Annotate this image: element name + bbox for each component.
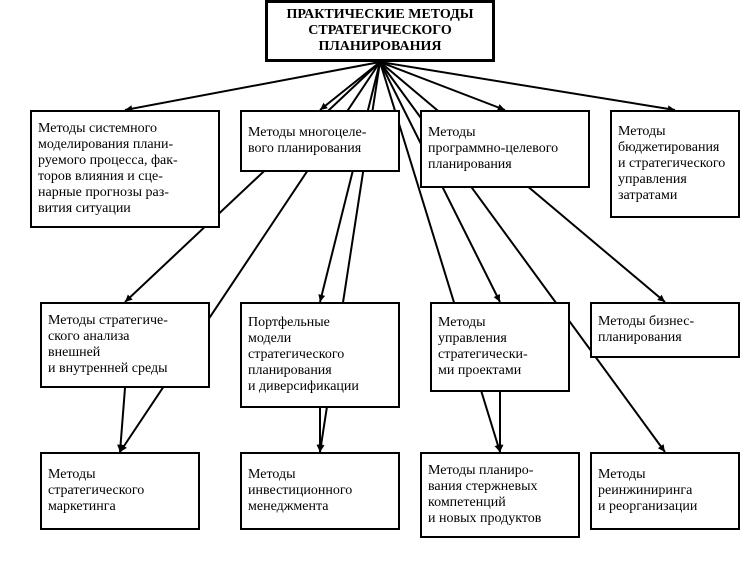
- node-n10: Методыинвестиционногоменеджмента: [240, 452, 400, 530]
- node-n8: Методы бизнес-планирования: [590, 302, 740, 358]
- diagram-container: ПРАКТИЧЕСКИЕ МЕТОДЫСТРАТЕГИЧЕСКОГОПЛАНИР…: [0, 0, 750, 561]
- node-n6: Портфельныемоделистратегическогопланиров…: [240, 302, 400, 408]
- node-n12: Методыреинжинирингаи реорганизации: [590, 452, 740, 530]
- node-n1: Методы системногомоделирования плани-руе…: [30, 110, 220, 228]
- node-n4: Методыбюджетированияи стратегическогоупр…: [610, 110, 740, 218]
- root-node: ПРАКТИЧЕСКИЕ МЕТОДЫСТРАТЕГИЧЕСКОГОПЛАНИР…: [265, 0, 495, 62]
- node-n9: Методыстратегическогомаркетинга: [40, 452, 200, 530]
- node-n2: Методы многоцеле-вого планирования: [240, 110, 400, 172]
- node-n7: Методыуправлениястратегически-ми проекта…: [430, 302, 570, 392]
- node-n3: Методыпрограммно-целевогопланирования: [420, 110, 590, 188]
- node-n11: Методы планиро-вания стержневыхкомпетенц…: [420, 452, 580, 538]
- node-n5: Методы стратегиче-ского анализавнешнейи …: [40, 302, 210, 388]
